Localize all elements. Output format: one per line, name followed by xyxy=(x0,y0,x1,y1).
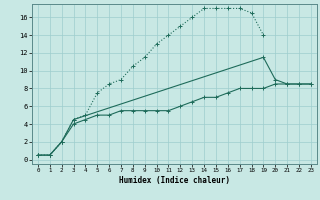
X-axis label: Humidex (Indice chaleur): Humidex (Indice chaleur) xyxy=(119,176,230,185)
